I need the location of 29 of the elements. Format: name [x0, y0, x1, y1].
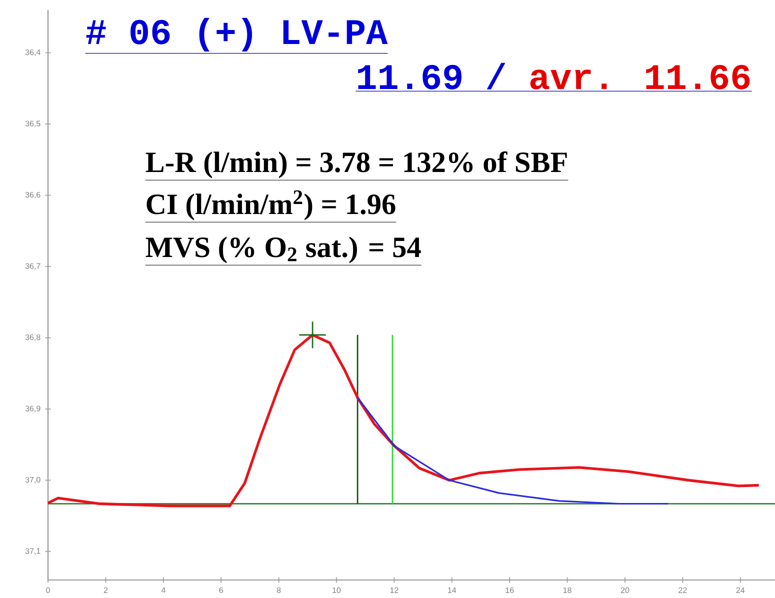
x-tick-label: 6	[219, 587, 223, 594]
y-tick-label: 36,7	[25, 263, 40, 270]
annotation: CI (l/min/m$^{2}$) = 1.96	[146, 190, 396, 220]
x-tick-label: 4	[161, 587, 166, 593]
x-tick-label: 8	[276, 587, 281, 594]
y-tick-label: 37,1	[25, 548, 40, 555]
annotation: # 06 (+) LV-PA	[86, 18, 388, 52]
y-tick-label: 36,8	[25, 334, 40, 342]
x-tick-label: 20	[620, 587, 630, 594]
y-tick-label: 36,5	[25, 120, 40, 128]
line-series	[46, 334, 760, 508]
y-tick-label: 36,9	[25, 406, 40, 412]
x-tick-label: 18	[563, 587, 572, 594]
x-tick-label: 16	[506, 587, 514, 594]
annotation: L-R (l/min) = 3.78 = 132% of SBF	[146, 151, 567, 178]
y-tick-label: 37,0	[25, 476, 40, 484]
annotation: 11.69 /	[358, 62, 506, 90]
x-tick-label: 22	[678, 587, 687, 593]
x-tick-label: 24	[736, 587, 745, 593]
annotation: MVS (% O$_{2}$ sat.) = 54	[146, 236, 421, 264]
x-tick-label: 0	[46, 587, 50, 594]
x-tick-label: 2	[104, 587, 108, 593]
x-tick-label: 12	[390, 587, 398, 593]
line-series	[356, 396, 670, 505]
y-tick-label: 36,6	[25, 192, 40, 199]
annotation: avr. 11.66	[530, 64, 750, 90]
x-tick-label: 14	[448, 587, 456, 593]
y-tick-label: 36,4	[25, 49, 40, 56]
x-tick-label: 10	[332, 587, 341, 594]
